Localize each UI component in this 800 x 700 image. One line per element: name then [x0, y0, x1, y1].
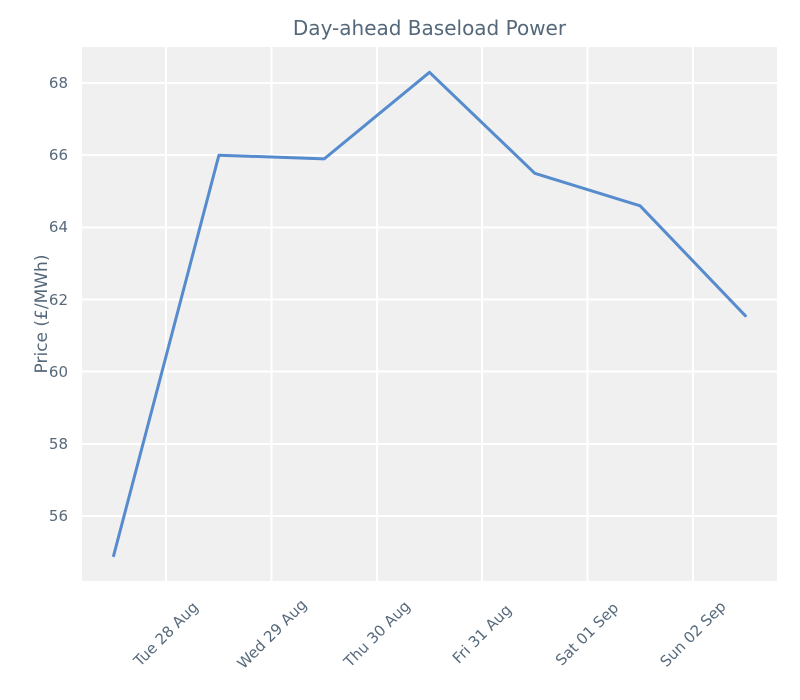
x-tick-label: Tue 28 Aug — [130, 598, 203, 670]
y-tick-label: 66 — [48, 146, 68, 165]
x-tick-label: Fri 31 Aug — [448, 600, 516, 668]
y-tick-label: 68 — [48, 74, 68, 93]
chart-title: Day-ahead Baseload Power — [292, 16, 567, 40]
line-chart-canvas — [82, 47, 777, 581]
y-tick-label: 62 — [48, 290, 68, 309]
y-tick-label: 64 — [48, 218, 68, 237]
plot-area — [82, 47, 777, 581]
x-tick-label: Thu 30 Aug — [340, 597, 414, 671]
y-tick-label: 56 — [48, 507, 68, 526]
x-tick-label: Wed 29 Aug — [233, 595, 310, 673]
y-axis-label: Price (£/MWh) — [32, 254, 52, 374]
x-tick-label: Sun 02 Sep — [656, 597, 730, 671]
y-tick-label: 60 — [48, 362, 68, 381]
x-tick-label: Sat 01 Sep — [552, 598, 623, 670]
y-tick-label: 58 — [48, 434, 68, 453]
grid-lines — [82, 47, 777, 581]
price-line — [112, 70, 747, 558]
